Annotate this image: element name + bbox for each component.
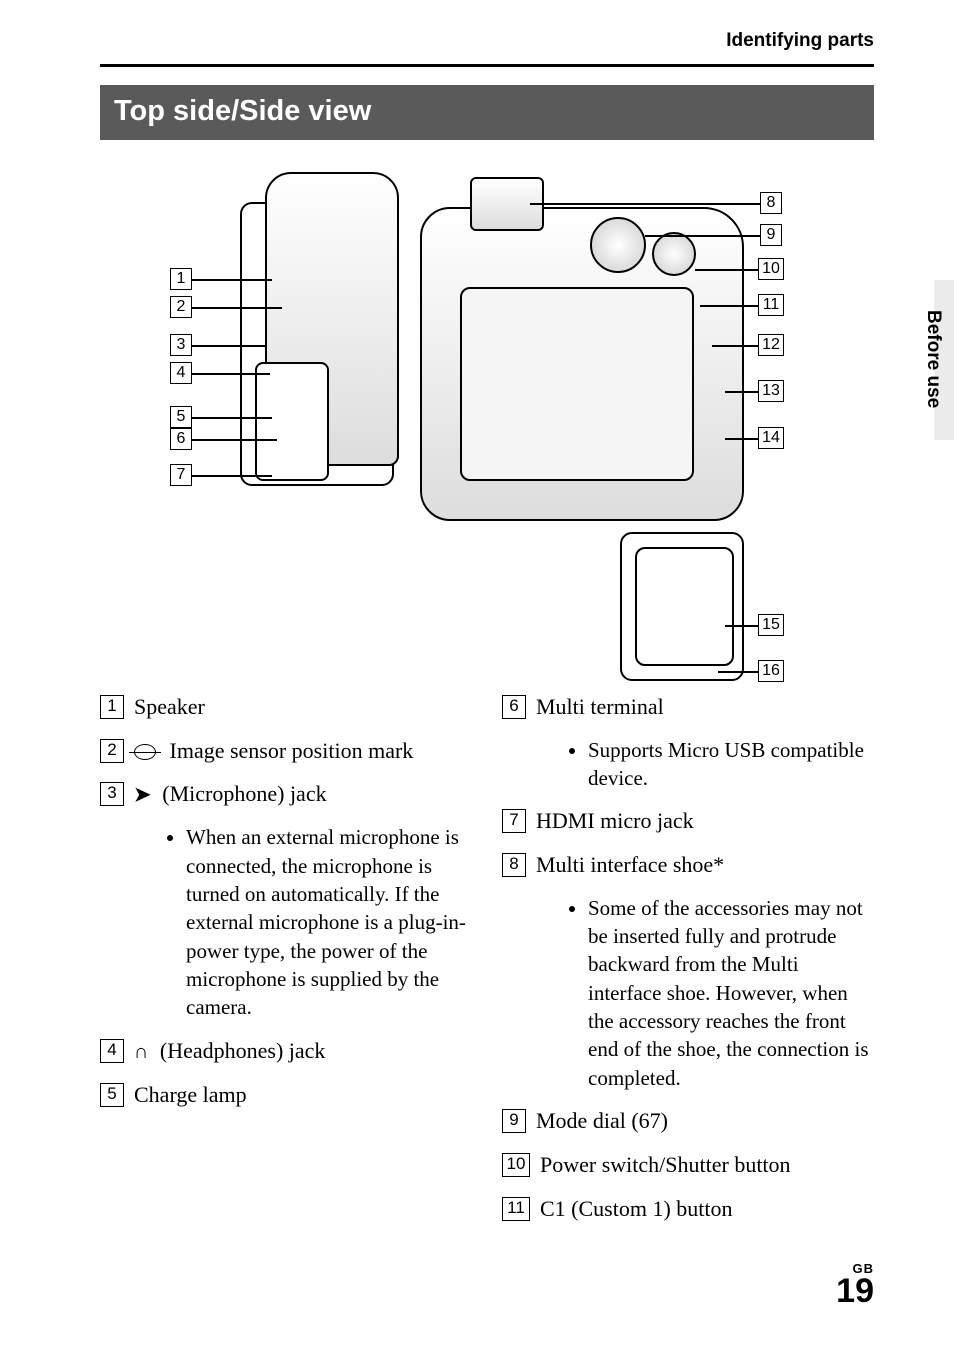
- item-9: 9 Mode dial (67): [502, 1106, 874, 1136]
- item-1-label: Speaker: [134, 694, 205, 719]
- leader-6: [192, 439, 277, 441]
- leader-13: [725, 391, 758, 393]
- item-1: 1 Speaker: [100, 692, 472, 722]
- microphone-icon: ➤: [134, 782, 151, 809]
- sensor-position-icon: [134, 744, 156, 760]
- headphones-icon: ∩: [134, 1039, 148, 1066]
- item-3-sub-0: When an external microphone is connected…: [186, 823, 472, 1021]
- item-11-label: C1 (Custom 1) button: [540, 1196, 733, 1221]
- diagram-right-shutter: [652, 232, 696, 276]
- item-1-num: 1: [100, 695, 124, 719]
- leader-16: [718, 671, 758, 673]
- callout-13: 13: [758, 380, 784, 402]
- footer-page-number: 19: [836, 1276, 874, 1307]
- item-8-num: 8: [502, 853, 526, 877]
- left-column: 1 Speaker 2 Image sensor position mark 3…: [100, 692, 472, 1237]
- header-breadcrumb: Identifying parts: [100, 30, 874, 52]
- item-10: 10 Power switch/Shutter button: [502, 1150, 874, 1180]
- callout-12: 12: [758, 334, 784, 356]
- item-8-label: Multi interface shoe*: [536, 852, 724, 877]
- description-columns: 1 Speaker 2 Image sensor position mark 3…: [100, 692, 874, 1237]
- callout-5: 5: [170, 406, 192, 428]
- callout-3: 3: [170, 334, 192, 356]
- leader-11: [700, 305, 758, 307]
- diagram-right-mode-dial: [590, 217, 646, 273]
- callout-6: 6: [170, 428, 192, 450]
- leader-1: [192, 279, 272, 281]
- item-11-num: 11: [502, 1197, 530, 1221]
- callout-9: 9: [760, 224, 782, 246]
- leader-12: [712, 345, 758, 347]
- item-4-label: (Headphones) jack: [160, 1038, 326, 1063]
- item-3-sub: When an external microphone is connected…: [146, 823, 472, 1021]
- item-7-num: 7: [502, 809, 526, 833]
- item-5-num: 5: [100, 1083, 124, 1107]
- item-8-sub: Some of the accessories may not be inser…: [548, 894, 874, 1092]
- item-6-label: Multi terminal: [536, 694, 664, 719]
- item-2-label: Image sensor position mark: [170, 738, 414, 763]
- item-6-sub: Supports Micro USB compatible device.: [548, 736, 874, 793]
- item-10-label: Power switch/Shutter button: [540, 1152, 791, 1177]
- leader-15: [725, 625, 758, 627]
- item-6: 6 Multi terminal: [502, 692, 874, 722]
- item-5: 5 Charge lamp: [100, 1080, 472, 1110]
- item-8: 8 Multi interface shoe*: [502, 850, 874, 880]
- callout-8: 8: [760, 192, 782, 214]
- item-7: 7 HDMI micro jack: [502, 806, 874, 836]
- side-tab-label: Before use: [922, 310, 944, 408]
- callout-15: 15: [758, 614, 784, 636]
- header-rule: [100, 64, 874, 67]
- item-3-num: 3: [100, 782, 124, 806]
- leader-9: [645, 235, 760, 237]
- item-3-label: (Microphone) jack: [162, 781, 326, 806]
- item-6-sub-0: Supports Micro USB compatible device.: [588, 736, 874, 793]
- leader-5: [192, 417, 272, 419]
- leader-10: [695, 269, 758, 271]
- item-4: 4 ∩ (Headphones) jack: [100, 1036, 472, 1066]
- page-footer: GB 19: [836, 1261, 874, 1307]
- callout-10: 10: [758, 258, 784, 280]
- item-9-num: 9: [502, 1109, 526, 1133]
- item-7-label: HDMI micro jack: [536, 808, 694, 833]
- item-2: 2 Image sensor position mark: [100, 736, 472, 766]
- section-title: Top side/Side view: [100, 85, 874, 140]
- item-2-num: 2: [100, 739, 124, 763]
- item-10-num: 10: [502, 1153, 530, 1177]
- item-3: 3 ➤ (Microphone) jack: [100, 779, 472, 809]
- diagram-left-port-cover: [255, 362, 329, 481]
- callout-14: 14: [758, 427, 784, 449]
- leader-7: [192, 475, 272, 477]
- parts-diagram: 1 2 3 4 5 6 7 8 9 10 11 12 13 14 15 16: [100, 162, 874, 682]
- item-9-label: Mode dial (67): [536, 1108, 668, 1133]
- leader-2: [192, 307, 282, 309]
- item-4-num: 4: [100, 1039, 124, 1063]
- item-5-label: Charge lamp: [134, 1082, 247, 1107]
- callout-1: 1: [170, 268, 192, 290]
- leader-14: [725, 438, 758, 440]
- diagram-lower-grip: [635, 547, 734, 666]
- right-column: 6 Multi terminal Supports Micro USB comp…: [502, 692, 874, 1237]
- callout-4: 4: [170, 362, 192, 384]
- leader-4: [192, 373, 270, 375]
- item-11: 11 C1 (Custom 1) button: [502, 1194, 874, 1224]
- item-6-num: 6: [502, 695, 526, 719]
- diagram-right-screen: [460, 287, 694, 481]
- callout-7: 7: [170, 464, 192, 486]
- callout-2: 2: [170, 296, 192, 318]
- callout-16: 16: [758, 660, 784, 682]
- leader-3: [192, 345, 267, 347]
- item-8-sub-0: Some of the accessories may not be inser…: [588, 894, 874, 1092]
- leader-8: [530, 203, 760, 205]
- callout-11: 11: [758, 294, 784, 316]
